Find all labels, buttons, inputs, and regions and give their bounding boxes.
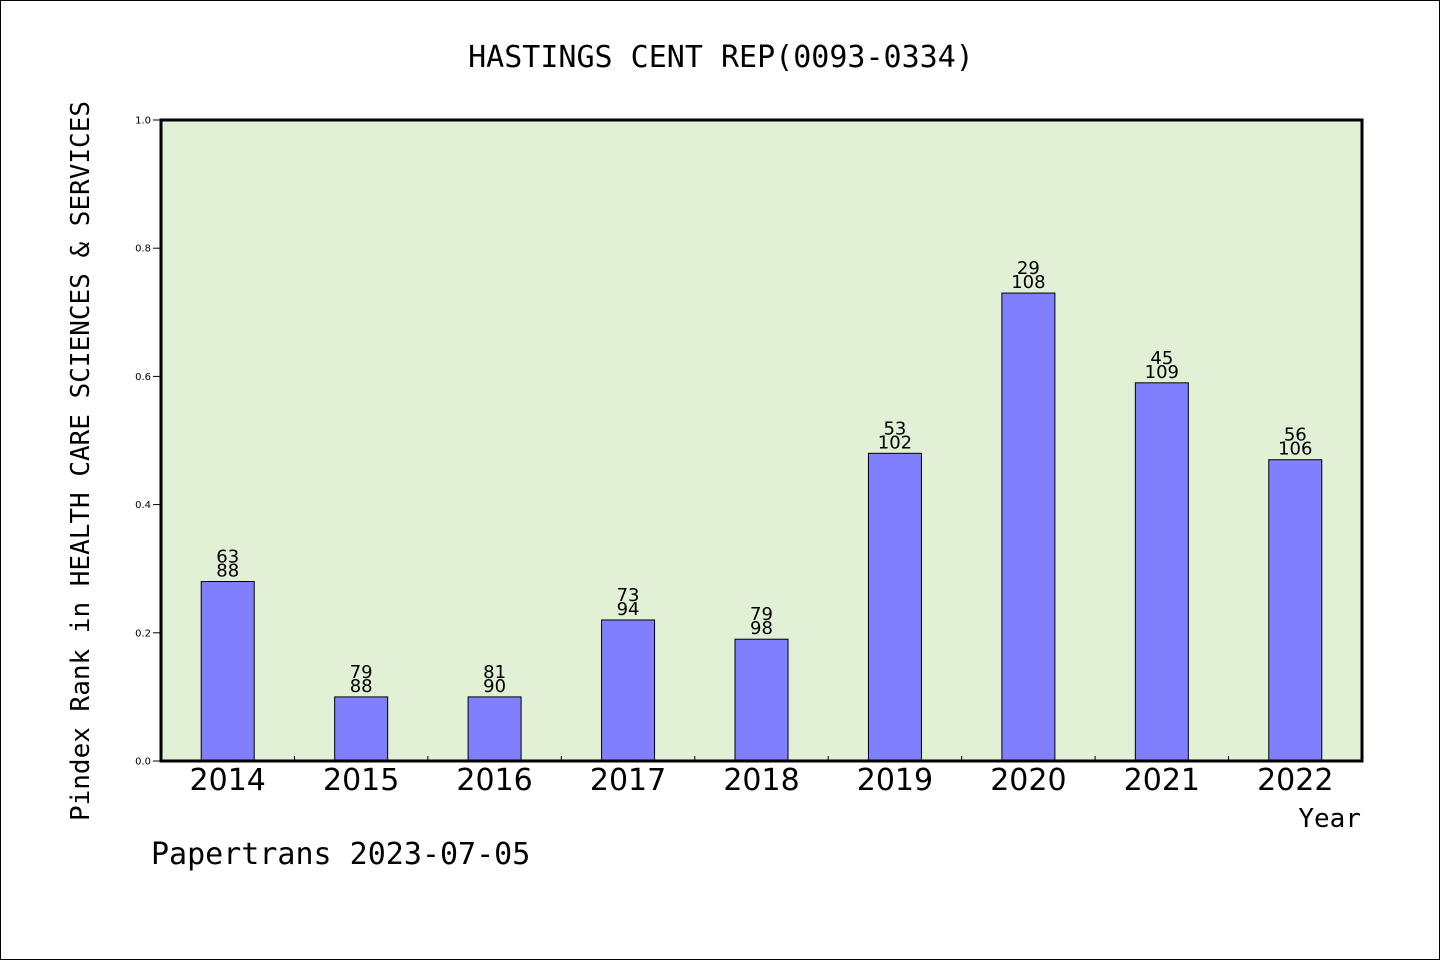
bar-rank-label: 81 [483,662,506,683]
x-tick-label: 2014 [190,763,266,798]
x-tick-label: 2016 [456,763,532,798]
ticks-layer: 0.0 0.2 0.4 0.6 0.8 1.0 2014 2015 2016 2017 2018 20… [135,116,1333,799]
footer-date-text: Papertrans 2023-07-05 [151,837,530,872]
bar-2017 [601,619,656,762]
x-tick-label: 2019 [857,763,933,798]
bar-rank-label: 45 [1150,348,1173,369]
bar-total-label: 109 [1145,362,1179,383]
bar-total-label: 94 [617,599,640,620]
bar-rank-label: 79 [350,662,373,683]
y-axis-label: Pindex Rank in HEALTH CARE SCIENCES & SE… [66,101,96,821]
bar-total-label: 102 [878,432,912,453]
bar-2022 [1268,459,1323,762]
bar-2018 [734,638,789,762]
bar-2021 [1134,382,1189,762]
bar-total-label: 88 [216,561,239,582]
x-tick-label: 2015 [323,763,399,798]
bar-2015 [334,696,389,762]
x-tick-label: 2022 [1257,763,1333,798]
x-tick-label: 2018 [723,763,799,798]
bar-total-label: 108 [1011,272,1045,293]
bar-total-label: 88 [350,676,373,697]
x-tick-label: 2020 [990,763,1066,798]
chart-title: HASTINGS CENT REP(0093-0334) [468,40,974,75]
bar-rank-label: 53 [883,418,906,439]
bar-rank-label: 56 [1284,425,1307,446]
bar-rank-label: 29 [1017,258,1040,279]
x-tick-label: 2017 [590,763,666,798]
y-tick-label: 0.0 [135,757,151,768]
bar-total-label: 98 [750,618,773,639]
bar-2014 [200,581,255,762]
x-tick-label: 2021 [1124,763,1200,798]
y-tick-label: 0.2 [135,628,151,639]
bar-total-label: 106 [1278,439,1312,460]
bar-total-label: 90 [483,676,506,697]
bar-2019 [867,452,922,762]
y-tick-label: 0.4 [135,500,151,511]
bar-rank-label: 79 [750,604,773,625]
bar-2016 [467,696,522,762]
y-tick-label: 0.6 [135,372,151,383]
bar-rank-label: 73 [617,585,640,606]
y-tick-label: 1.0 [135,116,151,127]
plot-frame [159,118,1364,763]
x-axis-label: Year [1298,804,1361,834]
bar-2020 [1001,292,1056,762]
y-tick-label: 0.8 [135,244,151,255]
bar-rank-label: 63 [216,547,239,568]
